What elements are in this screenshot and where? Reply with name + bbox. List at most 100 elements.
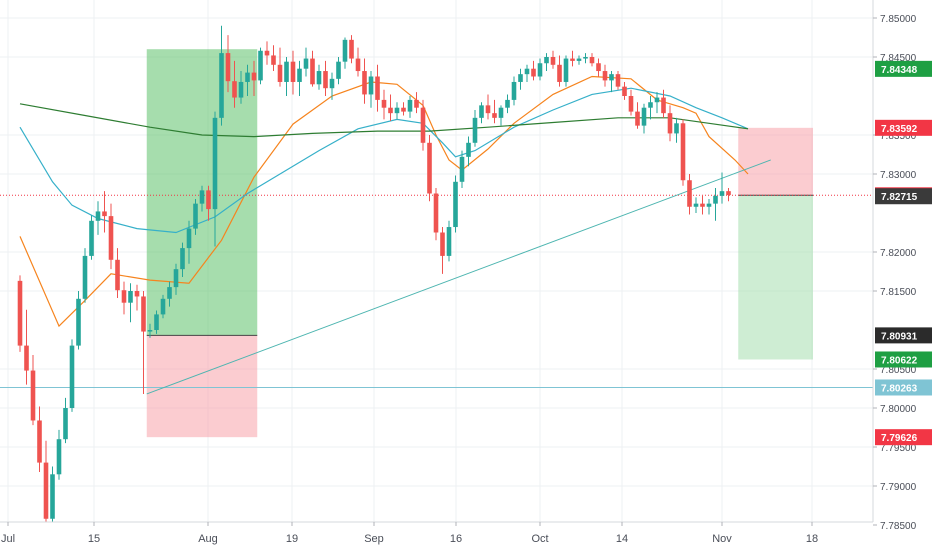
candle-body [518,74,523,82]
price-tag-box [875,379,932,396]
candle-body [362,71,367,95]
candle-body [563,58,569,82]
candle-body [134,291,140,297]
candle-body [453,181,458,228]
y-tick-label: 7.83500 [880,131,917,142]
candle-body [420,107,426,143]
candle-body [401,107,406,112]
candle-body [602,71,608,81]
candle-body [167,287,172,299]
candle-body [459,156,465,182]
price-tag-label: 7.80622 [881,355,918,366]
candle-body [615,74,621,87]
candle-body [206,190,211,210]
candle-body [186,228,192,249]
candle-body [336,61,341,79]
candle-body [654,97,660,103]
candle-body [427,142,432,194]
candle-body [37,420,42,463]
candle-body [414,99,419,108]
x-tick-label: 18 [806,533,818,545]
y-tick-label: 7.85000 [880,14,917,25]
price-lines [0,194,873,388]
moving-average-lines [19,75,749,328]
candle-body [596,63,601,72]
candle-body [472,117,478,143]
y-tick-label: 7.80500 [880,365,917,376]
candle-body [706,203,712,207]
price-tag-box [875,60,932,77]
candle-body [232,81,237,98]
candle-body [583,57,588,59]
candle-body [199,190,205,204]
price-tag-box [875,119,932,136]
candle-body [635,111,640,126]
candle-body [446,227,452,256]
short-profit-zone [738,195,813,360]
candle-body [238,81,244,98]
candle-body [479,105,484,118]
candle-body [713,195,718,204]
y-tick-label: 7.80000 [880,404,917,415]
candle-body [225,53,231,82]
price-tag-label: 7.84348 [881,65,918,76]
candle-body [310,58,315,85]
candle-body [570,58,575,61]
price-tag-box [875,429,932,446]
candle-body [433,193,439,233]
candle-body [63,408,68,440]
candle-body [56,439,62,475]
trendline [146,159,771,395]
candle-body [628,96,634,112]
candle-body [505,99,510,108]
x-tick-label: Aug [198,533,218,545]
candle-body [141,296,146,332]
y-tick-label: 7.79500 [880,443,917,454]
candle-body [557,64,562,82]
price-axis-bg [873,0,932,550]
candle-body [687,180,692,207]
trendline-group [146,159,771,395]
candle-body [440,232,445,256]
x-tick-label: 14 [616,533,628,545]
candle-body [128,291,133,303]
candle-body [531,68,536,77]
moving-average-line [19,87,749,234]
candle-body [329,78,335,89]
candle-body [719,191,725,196]
candle-body [661,97,666,114]
candle-body [407,99,413,112]
candle-body [576,58,582,61]
candle-body [180,248,185,270]
candle-body [622,86,627,96]
price-tag-label: 7.82715 [881,192,918,203]
candle-body [290,61,296,82]
candle-body [89,220,94,256]
candle-body [466,142,471,157]
candle-body [349,39,354,59]
y-tick-label: 7.78500 [880,521,917,532]
candle-body [498,107,504,118]
candle-body [108,216,114,260]
short-stop-zone [738,127,813,196]
candle-body [342,39,348,62]
candle-body [537,63,543,77]
candle-body [394,107,400,114]
candle-body [154,314,159,330]
candle-body [648,102,653,108]
candle-body [193,203,198,229]
y-tick-label: 7.79000 [880,482,917,493]
candle-body [316,71,322,85]
moving-average-line [19,75,749,328]
price-tag-label: 7.80263 [881,383,918,394]
candle-body [297,68,302,82]
candle-body [485,105,491,114]
candle-body [550,57,556,65]
candle-body [173,269,179,288]
x-tick-label: Oct [531,533,548,545]
candle-body [258,50,263,81]
price-tag-label: 7.79626 [881,433,918,444]
candle-body [277,64,283,82]
